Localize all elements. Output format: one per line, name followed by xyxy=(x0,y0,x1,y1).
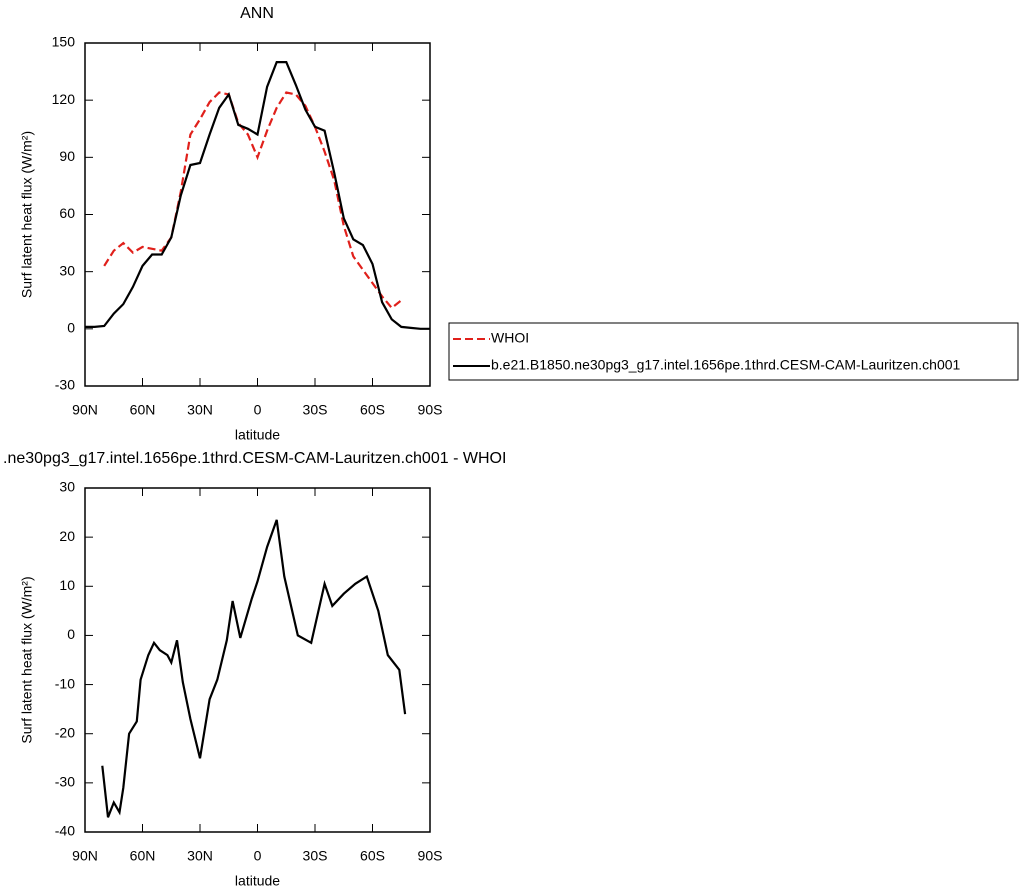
chart-title: ANN xyxy=(240,5,274,22)
x-axis-label: latitude xyxy=(235,873,280,889)
y-axis-label: Surf latent heat flux (W/m²) xyxy=(19,576,35,743)
y-tick-label: 0 xyxy=(67,626,75,642)
y-tick-label: 60 xyxy=(59,205,75,221)
x-tick-label: 60S xyxy=(360,848,385,864)
y-tick-label: 120 xyxy=(52,91,76,107)
chart-title: .ne30pg3_g17.intel.1656pe.1thrd.CESM-CAM… xyxy=(3,450,506,467)
x-tick-label: 90S xyxy=(418,402,443,418)
x-tick-label: 0 xyxy=(254,402,262,418)
x-tick-label: 90S xyxy=(418,848,443,864)
legend-label: b.e21.B1850.ne30pg3_g17.intel.1656pe.1th… xyxy=(491,357,961,373)
data-line xyxy=(103,91,402,310)
plot-frame xyxy=(84,487,431,833)
y-tick-label: -40 xyxy=(55,823,75,839)
x-tick-label: 60N xyxy=(130,402,156,418)
data-line xyxy=(85,61,430,330)
y-tick-label: 150 xyxy=(52,34,76,50)
y-tick-label: -20 xyxy=(55,724,75,740)
x-axis-label: latitude xyxy=(235,427,280,443)
legend-box xyxy=(448,322,1019,381)
x-tick-label: 60S xyxy=(360,402,385,418)
y-tick-label: -10 xyxy=(55,675,75,691)
x-tick-label: 0 xyxy=(254,848,262,864)
x-tick-label: 30S xyxy=(303,402,328,418)
y-tick-label: 0 xyxy=(67,320,75,336)
data-line xyxy=(101,519,407,818)
y-axis-label: Surf latent heat flux (W/m²) xyxy=(19,131,35,298)
x-tick-label: 30N xyxy=(187,848,213,864)
y-tick-label: 90 xyxy=(59,148,75,164)
x-tick-label: 30S xyxy=(303,848,328,864)
y-tick-label: -30 xyxy=(55,774,75,790)
y-tick-label: 20 xyxy=(59,528,75,544)
x-tick-label: 30N xyxy=(187,402,213,418)
plot-frame xyxy=(84,42,431,387)
x-tick-label: 90N xyxy=(72,848,98,864)
x-tick-label: 60N xyxy=(130,848,156,864)
y-tick-label: 30 xyxy=(59,262,75,278)
legend-label: WHOI xyxy=(491,330,529,346)
y-tick-label: 30 xyxy=(59,479,75,495)
y-tick-label: 10 xyxy=(59,577,75,593)
y-tick-label: -30 xyxy=(55,377,75,393)
x-tick-label: 90N xyxy=(72,402,98,418)
